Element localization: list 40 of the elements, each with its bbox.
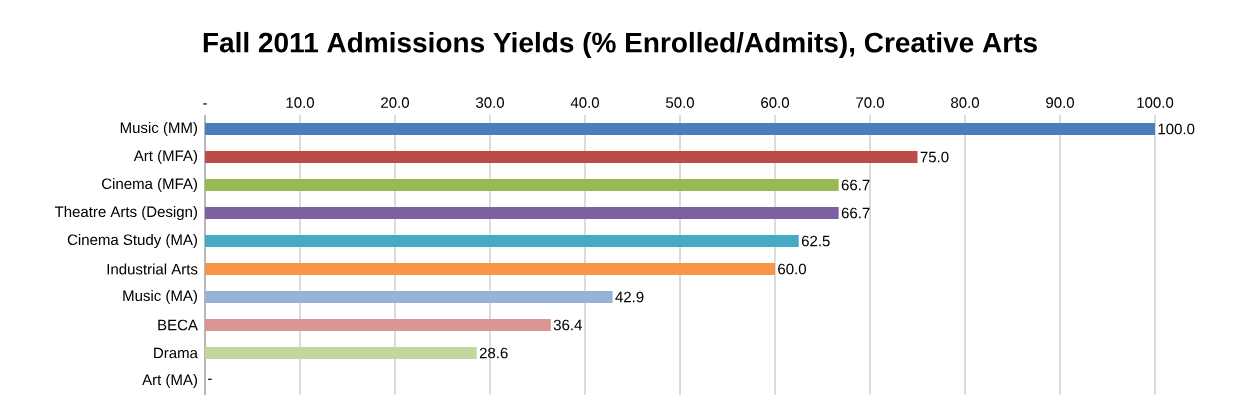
y-tick-label: Music (MA)	[123, 290, 197, 304]
data-label: 75.0	[920, 151, 949, 163]
data-label: 66.7	[841, 179, 870, 191]
chart-title: Fall 2011 Admissions Yields (% Enrolled/Admits), Creative Arts	[203, 31, 1037, 59]
x-tick-label: 40.0	[570, 97, 600, 108]
x-tick-label: 50.0	[666, 97, 695, 108]
bar	[205, 263, 776, 275]
y-tick-label: Cinema (MFA)	[102, 178, 198, 192]
data-label: 66.7	[841, 207, 870, 219]
bar	[205, 207, 839, 219]
y-tick-label: Drama	[154, 347, 198, 359]
bar	[205, 179, 839, 191]
y-tick-label: BECA	[158, 319, 198, 331]
x-tick-label: 10.0	[286, 97, 315, 108]
y-tick-label: Art (MA)	[142, 374, 198, 388]
y-tick-label: Music (MM)	[120, 122, 197, 136]
x-tick-label: 70.0	[856, 97, 885, 108]
y-tick-label: Art (MFA)	[133, 150, 198, 164]
bar	[205, 347, 477, 359]
data-label: 62.5	[801, 235, 830, 247]
data-label: 100.0	[1158, 123, 1195, 135]
x-tick-label: 90.0	[1046, 97, 1075, 108]
bar	[205, 291, 613, 303]
bar	[205, 235, 799, 247]
y-tick-label: Cinema Study (MA)	[67, 234, 197, 248]
data-label: 60.0	[778, 263, 806, 275]
data-label: -	[208, 378, 212, 380]
x-tick-label: 80.0	[951, 97, 980, 108]
x-tick-label: 20.0	[381, 97, 410, 108]
bar	[205, 151, 918, 164]
x-tick-label: 30.0	[475, 97, 505, 108]
y-tick-label: Industrial Arts	[107, 263, 198, 275]
x-tick-label: 60.0	[761, 97, 790, 108]
y-tick-label: Theatre Arts (Design)	[54, 206, 197, 220]
data-label: 36.4	[553, 319, 582, 331]
data-label: 28.6	[479, 347, 508, 359]
bar	[205, 319, 551, 331]
data-label: 42.9	[615, 291, 644, 303]
x-tick-label: 100.0	[1137, 97, 1174, 108]
bar	[205, 123, 1156, 135]
